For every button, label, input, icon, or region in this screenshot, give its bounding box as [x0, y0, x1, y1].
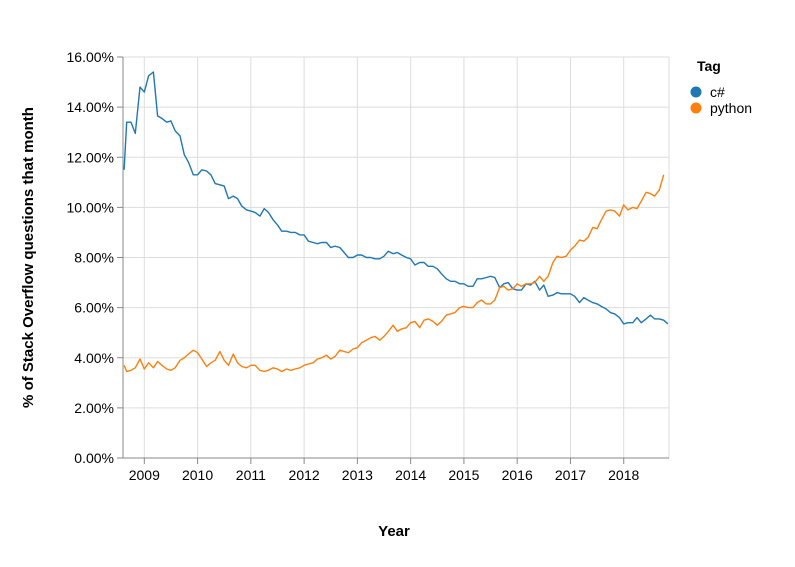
legend-swatch-c- — [690, 86, 702, 98]
y-tick-label: 10.00% — [67, 199, 114, 215]
series-line-c- — [123, 71, 669, 325]
series-line-python — [123, 174, 665, 373]
series-lines — [123, 71, 669, 373]
x-tick-label: 2009 — [129, 467, 160, 483]
x-tick-label: 2013 — [342, 467, 373, 483]
y-tick-label: 2.00% — [74, 400, 114, 416]
legend-title: Tag — [697, 58, 721, 74]
x-tick-label: 2016 — [502, 467, 533, 483]
y-tick-label: 12.00% — [67, 149, 114, 165]
legend: Tag c#python — [690, 58, 752, 116]
y-tick-label: 0.00% — [74, 450, 114, 466]
x-axis-title: Year — [378, 523, 410, 540]
legend-swatch-python — [690, 102, 702, 114]
y-tick-label: 6.00% — [74, 300, 114, 316]
y-tick-label: 8.00% — [74, 250, 114, 266]
legend-label-c-: c# — [710, 84, 725, 100]
x-tick-label: 2015 — [448, 467, 479, 483]
legend-label-python: python — [710, 100, 752, 116]
x-tick-label: 2011 — [236, 467, 266, 483]
x-tick-label: 2014 — [395, 467, 426, 483]
y-axis-title: % of Stack Overflow questions that month — [20, 107, 37, 408]
x-tick-label: 2010 — [182, 467, 213, 483]
x-tick-label: 2017 — [555, 467, 586, 483]
grid — [123, 56, 670, 459]
x-tick-label: 2018 — [608, 467, 639, 483]
y-tick-label: 16.00% — [67, 49, 114, 65]
x-tick-label: 2012 — [289, 467, 320, 483]
y-tick-label: 14.00% — [67, 99, 114, 115]
y-tick-label: 4.00% — [74, 350, 114, 366]
axes: 0.00% 2.00% 4.00% 6.00% 8.00% 10.00% 12.00% 14.… — [67, 49, 669, 483]
